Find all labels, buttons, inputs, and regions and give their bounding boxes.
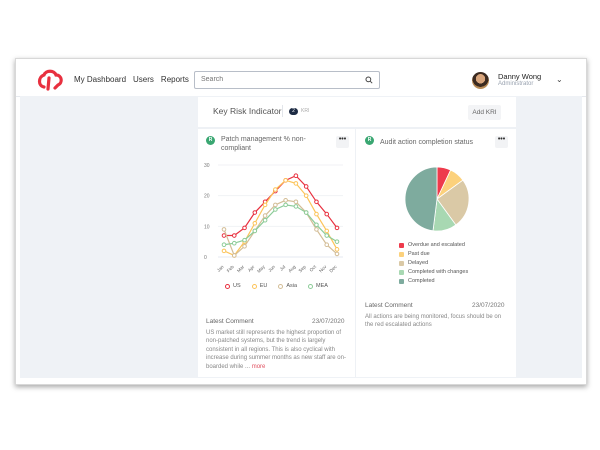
legend-label: US [233,283,241,289]
card-title: Audit action completion status [380,139,473,146]
legend-marker-icon [225,283,231,289]
legend-marker-icon [251,283,257,289]
svg-text:20: 20 [204,194,210,200]
comment-body-text: US market still represents the highest p… [206,330,346,370]
kri-card-patch-management: R Patch management % non-compliant ••• 0… [198,129,356,377]
svg-text:0: 0 [204,255,207,261]
comment-text: All actions are being monitored, focus s… [365,314,502,329]
legend-label: EU [259,283,268,289]
legend-item-asia[interactable]: Asia [278,283,297,289]
top-navigation-bar: My Dashboard Users Reports Danny Wong Ad… [16,59,586,97]
pie-chart [404,166,470,232]
legend-swatch-icon [399,252,404,257]
legend-item-us[interactable]: US [225,283,241,289]
legend-marker-icon [278,283,284,289]
user-avatar[interactable] [472,72,489,89]
kri-count-badge: 2 [289,108,298,115]
legend-swatch-icon [399,243,404,248]
pie-legend-item[interactable]: Completed with changes [399,268,468,277]
svg-text:30: 30 [204,163,210,169]
kri-header: Key Risk Indicator 2 KRI Add KRI [198,97,516,129]
pie-legend-item[interactable]: Completed [399,277,468,286]
comment-text: US market still represents the highest p… [206,329,348,371]
kri-count-unit: KRI [301,108,310,114]
legend-item-eu[interactable]: EU [251,283,268,289]
svg-text:Oct: Oct [309,264,318,273]
svg-text:Nov: Nov [318,264,328,274]
legend-label: Completed [408,278,435,284]
legend-swatch-icon [399,261,404,266]
svg-text:Dec: Dec [328,264,338,274]
kri-title: Key Risk Indicator [213,106,282,116]
status-badge: R [365,136,374,145]
legend-label: Overdue and escalated [408,242,465,248]
kri-panel: Key Risk Indicator 2 KRI Add KRI R Patch… [198,97,516,377]
kri-card-audit-action: R Audit action completion status ••• Ove… [357,129,516,377]
svg-text:10: 10 [204,224,210,230]
card-menu-button[interactable]: ••• [336,136,349,148]
svg-text:Sep: Sep [298,264,308,274]
add-kri-button[interactable]: Add KRI [468,105,501,120]
nav-users[interactable]: Users [133,75,154,84]
user-role: Administrator [498,81,534,87]
legend-label: Delayed [408,260,429,266]
app-window: My Dashboard Users Reports Danny Wong Ad… [15,58,587,385]
user-name: Danny Wong [498,72,542,81]
nav-reports[interactable]: Reports [160,75,189,84]
card-menu-button[interactable]: ••• [495,136,508,148]
search-icon[interactable] [365,76,373,84]
legend-label: MEA [316,283,328,289]
status-badge: R [206,136,215,145]
pie-legend-item[interactable]: Overdue and escalated [399,241,468,250]
legend-item-mea[interactable]: MEA [308,283,328,289]
main-nav: My Dashboard Users Reports [74,75,189,84]
legend-swatch-icon [399,270,404,275]
svg-text:Aug: Aug [287,264,297,274]
comment-date: 23/07/2020 [472,302,505,309]
legend-marker-icon [308,283,314,289]
user-menu-chevron-down-icon[interactable]: ⌄ [556,75,563,84]
legend-swatch-icon [399,279,404,284]
pie-slice[interactable] [404,166,438,232]
line-chart: 0 10 20 30 Jan Feb Mar Apr May Jun Jul Aug Sep Oct Nov… [204,163,343,274]
more-link[interactable]: more [251,363,266,370]
legend-label: Completed with changes [408,269,469,275]
svg-text:Jul: Jul [279,264,287,272]
pie-legend-item[interactable]: Past due [399,250,468,259]
legend-label: Past due [408,251,430,257]
nav-my-dashboard[interactable]: My Dashboard [74,75,127,84]
latest-comment-label: Latest Comment [365,302,413,309]
search-input[interactable] [201,76,361,83]
pie-slice[interactable] [436,179,470,226]
chart-legend: US EU Asia MEA [198,283,355,289]
svg-text:Mar: Mar [236,264,245,273]
comment-date: 23/07/2020 [312,318,345,325]
divider [282,105,283,117]
svg-text:May: May [256,264,266,274]
svg-text:Jun: Jun [267,264,276,273]
dashboard-content: Key Risk Indicator 2 KRI Add KRI R Patch… [20,96,582,378]
pie-legend: Overdue and escalated Past due Delayed Comp… [399,241,468,286]
pie-legend-item[interactable]: Delayed [399,259,468,268]
legend-label: Asia [286,283,298,289]
card-title: Patch management % non-compliant [221,136,306,152]
latest-comment-label: Latest Comment [206,318,254,325]
svg-text:Apr: Apr [247,264,256,273]
svg-text:Jan: Jan [216,264,225,273]
brand-logo-icon[interactable] [36,69,64,91]
svg-text:Feb: Feb [226,264,235,273]
search-box [194,71,380,89]
